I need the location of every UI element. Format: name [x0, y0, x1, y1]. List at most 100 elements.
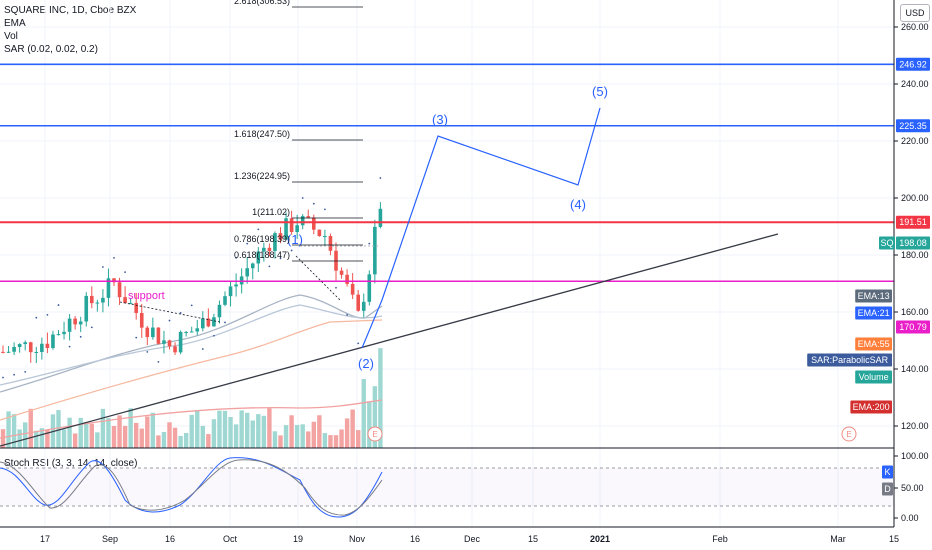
price-tag [896, 119, 930, 133]
earnings-marker[interactable] [841, 426, 857, 442]
elliott-wave-path[interactable] [361, 107, 601, 349]
volume-bar [45, 429, 50, 448]
price-tick-label: 160.00 [901, 307, 929, 317]
candle-body [134, 302, 138, 313]
legend-sar[interactable]: SAR (0.02, 0.02, 0.2) [4, 44, 98, 55]
sar-dot [301, 197, 304, 199]
sar-dot [324, 208, 326, 211]
candle-body [6, 351, 11, 353]
time-tick-label: Oct [223, 534, 238, 544]
candle-body [323, 236, 327, 238]
candle-body [95, 302, 100, 304]
candle-body [217, 304, 222, 318]
candle-body [212, 317, 216, 327]
candle-body [345, 274, 349, 284]
candle-body [84, 295, 89, 322]
candle-body [178, 331, 183, 353]
time-tick-label: Mar [830, 534, 846, 544]
legend-symbol[interactable]: SQUARE INC, 1D, Cboe BZX [4, 5, 137, 16]
price-tag [879, 236, 895, 250]
fib-level-label: 0.786(198.39) [234, 234, 290, 244]
price-tick-label: 240.00 [901, 79, 929, 89]
sar-dot [279, 257, 282, 260]
candlesticks [1, 202, 383, 364]
candle-body [267, 247, 272, 251]
price-tags: 246.92 225.35 198.08 191.51 170.79 SQ EMA:13 EM… [807, 57, 930, 496]
volume-bar [217, 410, 222, 448]
time-tick-label: 2021 [590, 534, 610, 544]
time-tick-label: 17 [40, 534, 50, 544]
volume-bar [356, 430, 361, 448]
legend-ema[interactable]: EMA [4, 18, 26, 29]
candle-body [300, 216, 305, 226]
sar-dot [246, 242, 249, 245]
candle-body [278, 233, 283, 240]
time-tick-label: Sep [102, 534, 118, 544]
candle-body [356, 294, 360, 311]
earnings-marker[interactable] [367, 426, 383, 442]
fib-extension[interactable]: 2.618(306.53) 1.618(247.50) 1.236(224.95) 1… [119, 0, 380, 323]
ema-line [0, 319, 383, 421]
candle-body [189, 331, 194, 333]
price-tag-label: 225.35 [899, 121, 927, 131]
price-tag [896, 320, 930, 334]
price-tag [882, 465, 893, 479]
candle-body [67, 318, 72, 332]
sar-dot [368, 242, 371, 245]
volume-bar [261, 415, 267, 448]
stoch-d-line [0, 459, 383, 516]
price-tag-label: 170.79 [899, 322, 927, 332]
earnings-marker-label: E [372, 430, 377, 439]
time-tick-label: 16 [410, 534, 420, 544]
sar-dot [146, 351, 149, 353]
candle-body [12, 347, 16, 352]
candle-body [40, 343, 44, 352]
candle-body [184, 331, 188, 333]
chart-legend: SQUARE INC, 1D, Cboe BZX EMA Vol SAR (0.… [4, 4, 136, 56]
price-tag [855, 337, 892, 351]
volume-bar [317, 415, 322, 448]
sar-dot [335, 286, 337, 289]
candle-body [312, 217, 316, 230]
candle-body [295, 225, 299, 232]
price-tag [882, 482, 893, 496]
volume-bar [139, 428, 144, 448]
stoch-legend[interactable]: Stoch RSI (3, 3, 14, 14, close) [4, 458, 138, 469]
volume-bar [378, 348, 383, 448]
price-tag-label: K [884, 467, 890, 477]
ema-line [0, 304, 383, 386]
candle-body [201, 318, 205, 329]
candle-body [106, 278, 111, 298]
volume-bar [311, 421, 316, 448]
price-tag [896, 236, 930, 250]
candle-body [151, 327, 155, 338]
wave-label: (3) [432, 112, 448, 127]
price-tick-label: 200.00 [901, 193, 929, 203]
trend-line[interactable] [0, 233, 779, 447]
candle-body [51, 334, 55, 349]
price-tag [896, 215, 930, 229]
volume-bar [333, 435, 339, 448]
candle-body [34, 351, 39, 353]
candle-body [45, 343, 50, 349]
candle-body [289, 218, 294, 232]
price-tag-label: 246.92 [899, 59, 927, 69]
legend-vol[interactable]: Vol [4, 31, 18, 42]
volume-bar [222, 410, 228, 448]
candle-body [62, 331, 66, 335]
price-tag [850, 400, 892, 414]
wave-label: (5) [592, 84, 608, 99]
volume-bar [250, 420, 255, 448]
time-tick-label: 16 [165, 534, 175, 544]
fib-level-label: 1.618(247.50) [234, 129, 290, 139]
volume-bar [111, 425, 117, 448]
sar-dot [13, 373, 16, 376]
parabolic-sar-dots [2, 177, 382, 379]
currency-button[interactable]: USD [900, 4, 930, 22]
sar-dot [213, 334, 215, 337]
drawing-lines[interactable]: (1) (2) (3) (4) (5) support E E [0, 63, 894, 447]
sar-dot [35, 316, 38, 319]
sar-dot [57, 304, 60, 306]
candle-body [317, 229, 322, 237]
